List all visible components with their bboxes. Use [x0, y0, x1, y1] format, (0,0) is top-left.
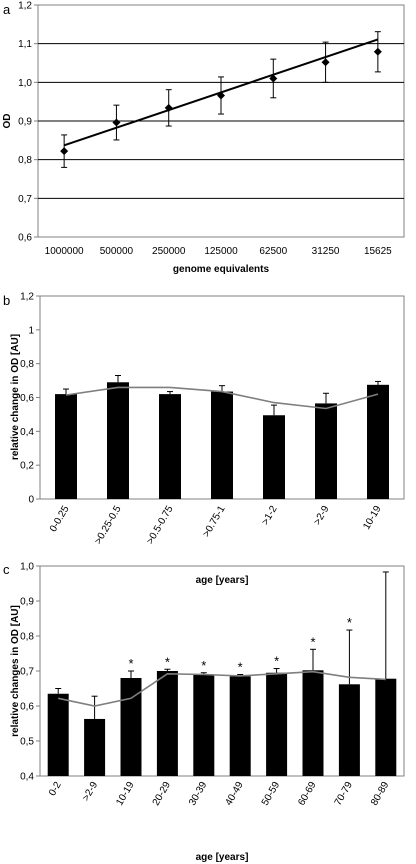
- bar: [229, 676, 251, 776]
- significance-marker: *: [238, 660, 243, 675]
- y-tick-label: 0,8: [20, 632, 34, 643]
- y-tick-label: 1,0: [18, 78, 32, 89]
- x-tick-label: >0.5-0.75: [145, 504, 176, 547]
- panel-letter: b: [3, 293, 10, 308]
- bar: [156, 671, 178, 776]
- y-tick-label: 0,8: [18, 155, 32, 166]
- bar: [315, 403, 337, 499]
- y-axis-label: OD: [2, 114, 13, 129]
- bar: [367, 384, 389, 499]
- significance-marker: *: [201, 658, 206, 673]
- x-tick-label: 250000: [152, 246, 186, 257]
- x-tick-label: 0-0.25: [48, 504, 72, 534]
- y-tick-label: 0,6: [20, 702, 34, 713]
- x-tick-label: 60-69: [296, 780, 319, 808]
- bar: [120, 678, 142, 776]
- trend-line: [65, 386, 379, 410]
- data-point: [373, 47, 382, 56]
- y-tick-label: 0,6: [18, 233, 32, 244]
- data-point: [321, 58, 330, 67]
- x-tick-label: 10-19: [114, 780, 137, 808]
- y-tick-label: 0,4: [20, 427, 34, 438]
- x-tick-label: 125000: [204, 246, 238, 257]
- x-tick-label: 15625: [364, 246, 392, 257]
- y-tick-label: 0,7: [20, 667, 34, 678]
- y-tick-label: 0,2: [20, 461, 34, 472]
- panel-letter: c: [3, 562, 10, 577]
- bar: [193, 674, 215, 776]
- x-tick-label: 31250: [312, 246, 340, 257]
- data-point: [164, 103, 173, 112]
- y-tick-label: 0: [28, 495, 34, 506]
- y-tick-label: 1,0: [20, 562, 34, 573]
- bar: [107, 382, 129, 499]
- x-tick-label: >1-2: [260, 504, 280, 527]
- y-tick-label: 0,6: [20, 393, 34, 404]
- trend-line: [58, 670, 386, 707]
- x-tick-label: >2-9: [81, 780, 101, 803]
- x-tick-label: >0.75-1: [201, 504, 228, 539]
- x-tick-label: 10-19: [361, 504, 384, 532]
- y-tick-label: 0,9: [18, 117, 32, 128]
- significance-marker: *: [347, 615, 352, 630]
- chart-panel-a: a 0,6 0,7 0,8 0,9 1,0 1,1 1,2 OD 1000000 500000 250…: [2, 1, 405, 275]
- significance-marker: *: [128, 656, 133, 671]
- y-tick-label: 0,5: [20, 737, 34, 748]
- x-tick-label: >2-9: [312, 504, 332, 527]
- chart-panel-b: b 0 0,2 0,4 0,6 0,8 1 1,2 relative change in OD …: [3, 292, 405, 586]
- significance-marker: *: [310, 634, 315, 649]
- data-point: [217, 91, 225, 100]
- y-axis-label: relative change in OD [AU]: [10, 334, 21, 460]
- y-tick-label: 0,9: [20, 597, 34, 608]
- x-axis-label: genome equivalents: [173, 264, 270, 275]
- x-axis-label: age [years]: [196, 575, 249, 586]
- y-tick-label: 1: [28, 325, 34, 336]
- significance-marker: *: [274, 654, 279, 669]
- x-tick-label: 50-59: [260, 780, 283, 808]
- bar: [211, 391, 233, 499]
- data-point: [112, 118, 121, 127]
- significance-marker: *: [165, 654, 170, 669]
- x-tick-label: 500000: [100, 246, 134, 257]
- bar: [159, 394, 181, 499]
- y-tick-label: 1,2: [18, 1, 32, 12]
- x-tick-label: 30-39: [187, 780, 210, 808]
- x-axis-label: age [years]: [196, 852, 249, 863]
- bar: [302, 670, 324, 776]
- bar: [47, 693, 69, 776]
- bar: [84, 718, 106, 776]
- x-tick-label: >0.25-0.5: [93, 504, 124, 547]
- x-tick-label: 62500: [259, 246, 287, 257]
- bar: [266, 672, 288, 776]
- data-point: [60, 147, 69, 156]
- x-tick-label: 80-89: [369, 780, 392, 808]
- x-tick-label: 70-79: [333, 780, 356, 808]
- bar: [375, 678, 397, 776]
- chart-panel-c: c 0,4 0,5 0,6 0,7 0,8 0,9 1,0 relative changes i…: [3, 562, 405, 863]
- data-point: [269, 74, 278, 83]
- y-tick-label: 0,7: [18, 194, 32, 205]
- x-tick-label: 1000000: [45, 246, 84, 257]
- y-tick-label: 1,2: [20, 292, 34, 303]
- panel-letter: a: [3, 2, 11, 17]
- x-tick-label: 40-49: [223, 780, 246, 808]
- x-tick-label: 20-29: [151, 780, 174, 808]
- y-axis-label: relative changes in OD [AU]: [10, 605, 21, 737]
- y-tick-label: 0,8: [20, 359, 34, 370]
- bar: [263, 415, 285, 499]
- y-tick-label: 1,1: [18, 39, 32, 50]
- bar: [338, 684, 360, 776]
- bar: [55, 394, 77, 499]
- x-tick-label: 0-2: [47, 780, 64, 798]
- y-tick-label: 0,4: [20, 772, 34, 783]
